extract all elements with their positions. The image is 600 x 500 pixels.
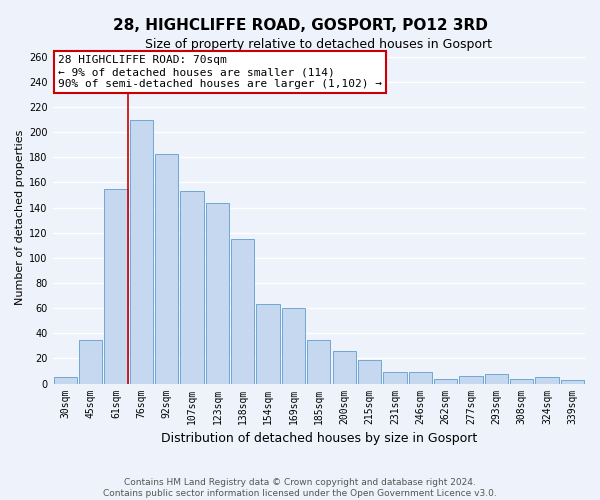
- Bar: [104, 188, 128, 384]
- Bar: [79, 340, 103, 384]
- Bar: [510, 378, 533, 384]
- Bar: [459, 376, 482, 384]
- Text: Contains HM Land Registry data © Crown copyright and database right 2024.
Contai: Contains HM Land Registry data © Crown c…: [103, 478, 497, 498]
- Bar: [358, 360, 381, 384]
- Y-axis label: Number of detached properties: Number of detached properties: [15, 130, 25, 304]
- Bar: [206, 202, 229, 384]
- Bar: [560, 380, 584, 384]
- Bar: [53, 378, 77, 384]
- Bar: [231, 239, 254, 384]
- Bar: [409, 372, 432, 384]
- Bar: [434, 378, 457, 384]
- Bar: [181, 192, 204, 384]
- X-axis label: Distribution of detached houses by size in Gosport: Distribution of detached houses by size …: [161, 432, 477, 445]
- Title: Size of property relative to detached houses in Gosport: Size of property relative to detached ho…: [145, 38, 493, 51]
- Bar: [256, 304, 280, 384]
- Bar: [332, 351, 356, 384]
- Bar: [130, 120, 153, 384]
- Bar: [383, 372, 407, 384]
- Text: 28 HIGHCLIFFE ROAD: 70sqm
← 9% of detached houses are smaller (114)
90% of semi-: 28 HIGHCLIFFE ROAD: 70sqm ← 9% of detach…: [58, 56, 382, 88]
- Bar: [307, 340, 331, 384]
- Bar: [155, 154, 178, 384]
- Bar: [282, 308, 305, 384]
- Text: 28, HIGHCLIFFE ROAD, GOSPORT, PO12 3RD: 28, HIGHCLIFFE ROAD, GOSPORT, PO12 3RD: [113, 18, 487, 32]
- Bar: [535, 378, 559, 384]
- Bar: [485, 374, 508, 384]
